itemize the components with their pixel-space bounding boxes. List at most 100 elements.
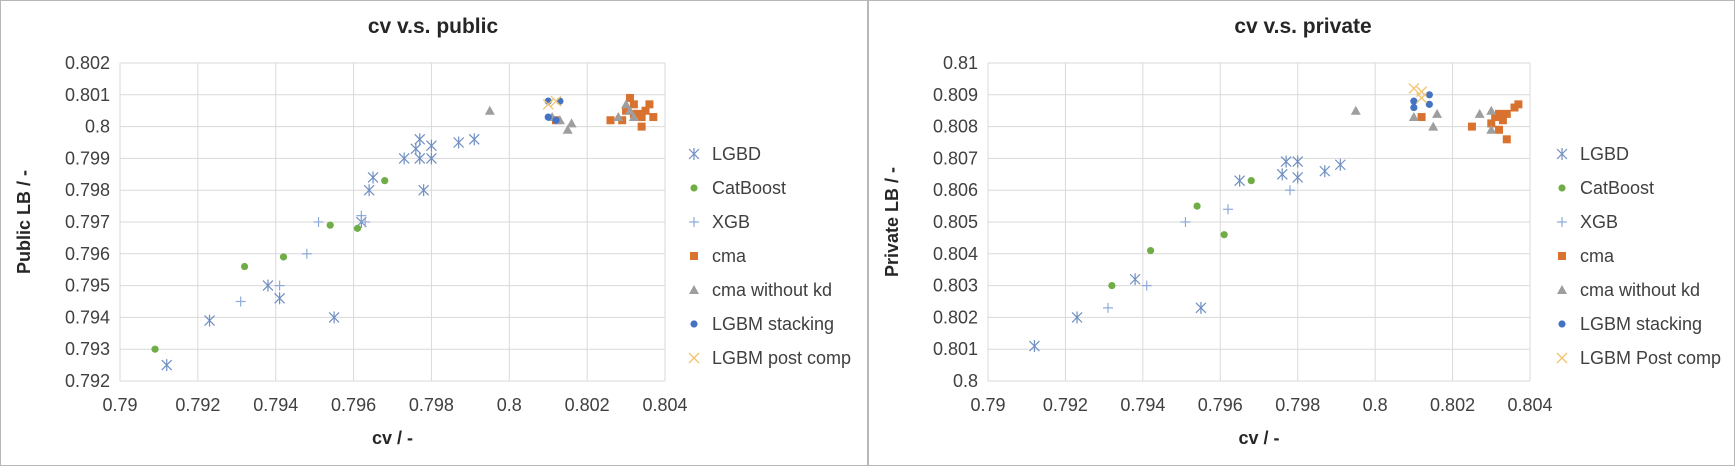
series-1 — [151, 177, 389, 353]
data-point — [637, 113, 646, 122]
data-point-shape — [1486, 105, 1497, 115]
data-point — [552, 116, 560, 124]
data-point-shape — [1350, 105, 1361, 115]
data-point — [328, 311, 340, 324]
data-point-shape — [1502, 135, 1511, 144]
x-tick-label: 0.796 — [331, 395, 376, 415]
data-point — [1498, 116, 1507, 125]
data-point — [1280, 155, 1292, 168]
data-point — [1502, 135, 1511, 144]
data-point — [649, 113, 658, 122]
data-point — [1467, 122, 1476, 131]
data-point-shape — [637, 113, 646, 122]
data-point — [1108, 282, 1116, 290]
data-point — [410, 142, 422, 155]
legend-label: cma — [1580, 246, 1615, 266]
data-point-shape — [552, 116, 560, 124]
y-tick-label: 0.805 — [933, 212, 978, 232]
data-point — [637, 122, 646, 131]
data-point-shape — [1487, 119, 1496, 128]
data-point — [279, 253, 288, 261]
y-tick-label: 0.799 — [65, 148, 110, 168]
legend-label: cma — [712, 246, 747, 266]
legend-item: LGBD — [688, 144, 761, 164]
data-point — [484, 105, 495, 115]
data-point — [1029, 340, 1040, 353]
data-point — [381, 177, 389, 185]
data-point-shape — [625, 93, 634, 102]
legend-marker — [690, 252, 698, 260]
y-tick-label: 0.8 — [953, 371, 978, 391]
x-axis-label: cv / - — [372, 428, 413, 448]
data-point-shape — [1425, 91, 1433, 99]
y-tick-label: 0.802 — [933, 307, 978, 327]
data-point — [1292, 171, 1304, 184]
data-point — [625, 93, 634, 102]
legend-marker — [688, 148, 700, 160]
legend-item: CatBoost — [690, 178, 786, 198]
legend-label: LGBM stacking — [1580, 314, 1702, 334]
legend-item: cma without kd — [1557, 280, 1700, 300]
legend-label: CatBoost — [1580, 178, 1654, 198]
legend: LGBD CatBoost XGB cma cma without kd LGBM sta… — [688, 144, 851, 368]
legend-marker-shape — [690, 320, 698, 328]
y-tick-label: 0.797 — [65, 212, 110, 232]
data-point — [1103, 302, 1114, 313]
chart-public: 0.792 0.793 0.794 0.795 0.796 0.797 0.798 0.799… — [14, 15, 851, 448]
data-point — [1234, 174, 1246, 187]
data-point-shape — [240, 262, 249, 271]
data-point — [556, 97, 564, 105]
data-point — [398, 152, 410, 165]
data-point-shape — [1474, 108, 1485, 118]
data-point — [1223, 204, 1234, 215]
x-tick-label: 0.802 — [1430, 395, 1475, 415]
data-point — [235, 296, 246, 307]
x-tick-label: 0.8 — [1363, 395, 1388, 415]
data-point — [363, 184, 375, 197]
series-2 — [1103, 185, 1295, 313]
series-6 — [1408, 82, 1428, 104]
data-point — [262, 279, 274, 292]
data-point — [624, 105, 635, 115]
data-point-shape — [1410, 103, 1418, 112]
data-point — [1276, 168, 1288, 181]
legend-label: XGB — [712, 212, 750, 232]
chart-frame-private — [868, 0, 1735, 466]
chart-frame-public — [0, 0, 868, 466]
data-point-stroke — [1408, 82, 1420, 94]
legend-marker-shape — [1558, 320, 1566, 328]
y-tick-label: 0.807 — [933, 148, 978, 168]
data-point-shape — [279, 253, 288, 261]
data-point — [544, 113, 552, 121]
data-point-shape — [1425, 100, 1433, 108]
data-point — [418, 184, 430, 197]
y-tick-label: 0.808 — [933, 117, 978, 137]
legend-item: cma — [1558, 246, 1615, 266]
legend-item: LGBM post comp — [688, 348, 851, 368]
data-point — [1486, 124, 1497, 134]
legend-label: LGBD — [1580, 144, 1629, 164]
series-5 — [1410, 91, 1433, 112]
x-tick-label: 0.804 — [642, 395, 687, 415]
legend-label: LGBM stacking — [712, 314, 834, 334]
data-point — [542, 98, 554, 110]
data-point — [240, 262, 249, 271]
data-point — [1247, 177, 1255, 185]
x-tick-label: 0.794 — [253, 395, 298, 415]
data-point-shape — [556, 97, 564, 105]
legend-marker — [690, 320, 698, 328]
data-point-shape — [484, 105, 495, 115]
legend-label: cma without kd — [712, 280, 832, 300]
legend: LGBD CatBoost XGB cma cma without kd LGBM sta… — [1556, 144, 1721, 368]
x-tick-label: 0.804 — [1507, 395, 1552, 415]
data-point-shape — [1108, 282, 1116, 290]
data-point — [468, 133, 480, 146]
y-axis-label: Private LB / - — [882, 167, 902, 277]
legend-marker — [688, 352, 700, 364]
y-tick-label: 0.792 — [65, 371, 110, 391]
legend-marker-stroke — [688, 352, 700, 364]
y-tick-label: 0.794 — [65, 307, 110, 327]
data-point-shape — [1486, 124, 1497, 134]
legend-item: LGBM Post comp — [1556, 348, 1721, 368]
